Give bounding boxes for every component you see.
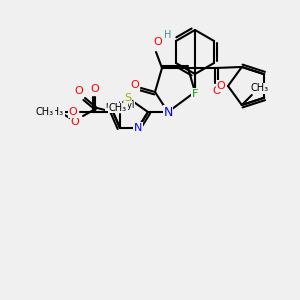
Text: S: S	[124, 93, 132, 103]
Text: O: O	[217, 81, 225, 91]
Text: CH₃: CH₃	[251, 83, 269, 93]
Text: O: O	[91, 84, 99, 94]
Text: O: O	[130, 80, 140, 90]
Text: N: N	[163, 106, 173, 118]
Text: O: O	[154, 37, 162, 47]
Text: N: N	[134, 123, 142, 133]
Text: methyl: methyl	[105, 101, 135, 110]
Text: O: O	[75, 86, 83, 96]
Text: O: O	[69, 107, 77, 117]
Text: CH₃: CH₃	[46, 107, 64, 117]
Text: F: F	[192, 89, 198, 99]
Text: CH₃: CH₃	[109, 103, 127, 113]
Text: CH₃: CH₃	[36, 107, 54, 117]
Text: O: O	[213, 86, 221, 96]
Text: O: O	[70, 117, 80, 127]
Text: H: H	[164, 30, 172, 40]
